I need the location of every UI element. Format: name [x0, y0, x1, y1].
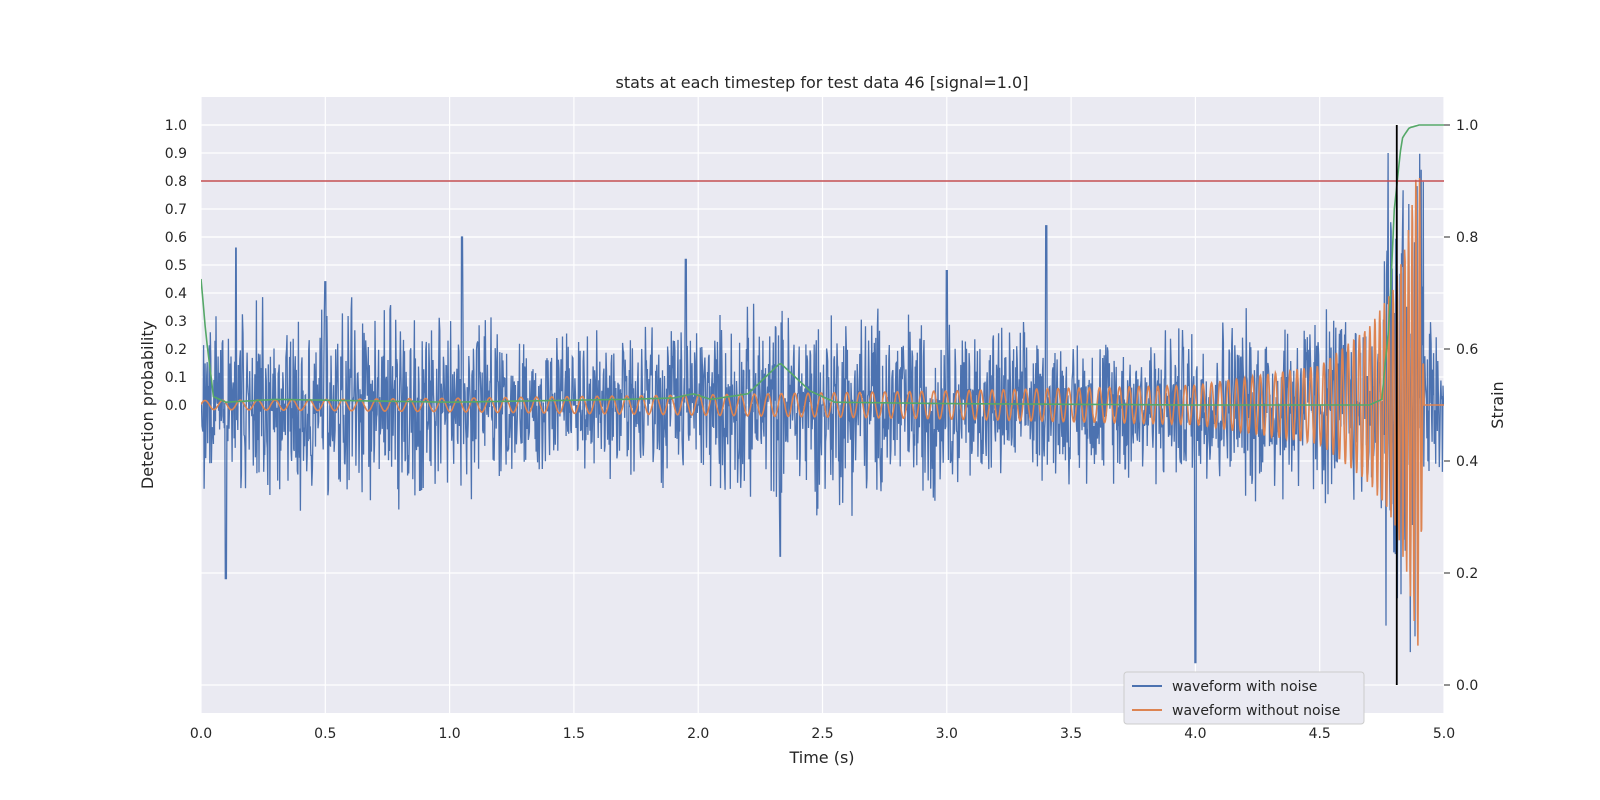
- y-left-tick-label-6: 0.6: [165, 230, 187, 246]
- x-tick-label-3: 1.5: [563, 726, 585, 742]
- legend-label-clean: waveform without noise: [1172, 703, 1340, 719]
- series-clean-waveform: [201, 177, 1444, 646]
- x-tick-label-8: 4.0: [1184, 726, 1206, 742]
- y-right-tick-label-4: 0.8: [1456, 230, 1478, 246]
- x-tick-label-2: 1.0: [438, 726, 460, 742]
- y-right-tick-label-1: 0.2: [1456, 566, 1478, 582]
- y-left-tick-label-4: 0.4: [165, 286, 187, 302]
- x-tick-label-1: 0.5: [314, 726, 336, 742]
- y-left-tick-label-3: 0.3: [165, 314, 187, 330]
- y-right-tick-label-5: 1.0: [1456, 118, 1478, 134]
- y-left-tick-label-7: 0.7: [165, 202, 187, 218]
- x-tick-label-7: 3.5: [1060, 726, 1082, 742]
- y-left-tick-label-5: 0.5: [165, 258, 187, 274]
- tick-labels: 0.0 0.5 1.0 1.5 2.0 2.5 3.0 3.5 4.0 4.5 5.0 0.0 0.1 0…: [165, 118, 1479, 742]
- legend-box: [1123, 671, 1365, 725]
- x-tick-label-4: 2.0: [687, 726, 709, 742]
- y-axis-label-right: Strain: [1488, 381, 1507, 428]
- series-noisy-waveform: [201, 152, 1444, 664]
- x-tick-label-6: 3.0: [936, 726, 958, 742]
- series-detection-probability: [201, 124, 1444, 406]
- legend: waveform with noise waveform without noi…: [1123, 671, 1365, 725]
- x-axis-label: Time (s): [788, 748, 854, 767]
- legend-label-noisy: waveform with noise: [1172, 679, 1317, 695]
- y-left-tick-label-8: 0.8: [165, 174, 187, 190]
- series-layer: [201, 124, 1444, 685]
- y-left-tick-label-1: 0.1: [165, 370, 187, 386]
- y-left-tick-label-10: 1.0: [165, 118, 187, 134]
- y-left-tick-label-2: 0.2: [165, 342, 187, 358]
- y-axis-label-left: Detection probability: [138, 321, 157, 489]
- x-tick-label-10: 5.0: [1433, 726, 1455, 742]
- y-right-tick-label-0: 0.0: [1456, 678, 1478, 694]
- x-tick-label-5: 2.5: [811, 726, 833, 742]
- chart-title: stats at each timestep for test data 46 …: [616, 73, 1029, 92]
- x-tick-label-9: 4.5: [1309, 726, 1331, 742]
- y-right-tick-label-2: 0.4: [1456, 454, 1478, 470]
- y-left-tick-label-0: 0.0: [165, 398, 187, 414]
- x-tick-label-0: 0.0: [190, 726, 212, 742]
- y-left-tick-label-9: 0.9: [165, 146, 187, 162]
- y-right-tick-label-3: 0.6: [1456, 342, 1478, 358]
